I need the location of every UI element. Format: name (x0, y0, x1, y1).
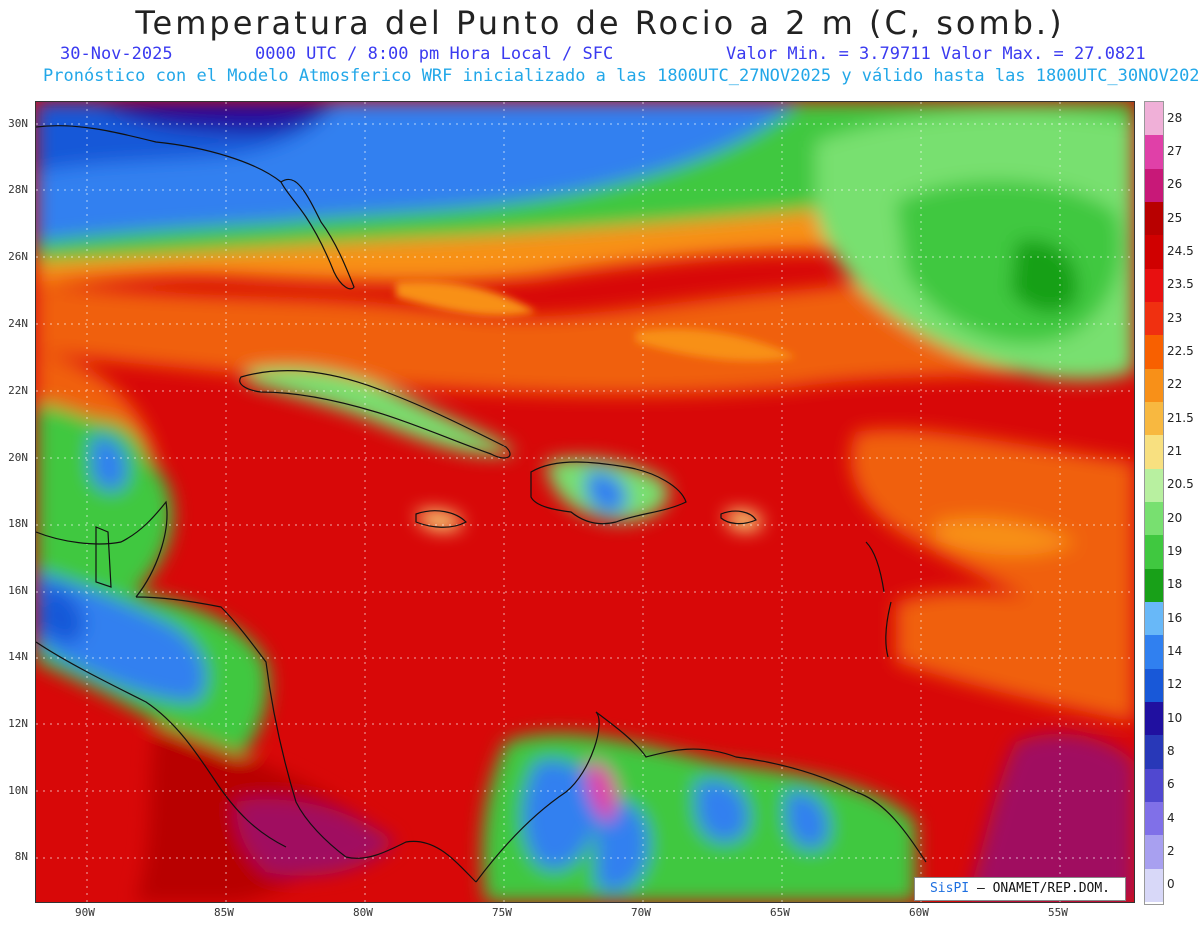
dewpoint-map (35, 101, 1135, 903)
colorbar-label: 23 (1167, 310, 1183, 325)
colorbar-swatch (1145, 235, 1163, 270)
time-info: 0000 UTC / 8:00 pm Hora Local / SFC (255, 44, 614, 64)
lon-label: 65W (770, 906, 790, 919)
lon-label: 90W (75, 906, 95, 919)
colorbar-swatch (1145, 168, 1163, 203)
colorbar-label: 20.5 (1167, 477, 1194, 492)
colorbar-swatch (1145, 402, 1163, 436)
colorbar-swatch (1145, 868, 1163, 903)
min-max-values: Valor Min. = 3.79711 Valor Max. = 27.082… (726, 44, 1146, 64)
colorbar-label: 25 (1167, 210, 1183, 225)
lat-label: 26N (8, 250, 28, 263)
colorbar-swatch (1145, 835, 1163, 870)
colorbar (1144, 101, 1164, 905)
credit-box: SisPI – ONAMET/REP.DOM. (914, 877, 1126, 901)
credit-brand: SisPI (929, 881, 970, 896)
colorbar-label: 18 (1167, 577, 1183, 592)
lat-label: 30N (8, 117, 28, 130)
forecast-date: 30-Nov-2025 (60, 44, 173, 64)
colorbar-label: 0 (1167, 877, 1175, 892)
colorbar-swatch (1145, 502, 1163, 536)
colorbar-swatch (1145, 335, 1163, 370)
colorbar-label: 4 (1167, 810, 1175, 825)
forecast-info: Pronóstico con el Modelo Atmosferico WRF… (43, 66, 1200, 86)
colorbar-swatch (1145, 735, 1163, 770)
colorbar-swatch (1145, 102, 1163, 136)
colorbar-swatch (1145, 602, 1163, 636)
colorbar-swatch (1145, 668, 1163, 703)
lon-label: 70W (631, 906, 651, 919)
colorbar-swatch (1145, 368, 1163, 403)
colorbar-swatch (1145, 268, 1163, 303)
grid-lines (36, 102, 1134, 902)
colorbar-label: 12 (1167, 677, 1183, 692)
lat-label: 24N (8, 317, 28, 330)
colorbar-swatch (1145, 535, 1163, 570)
colorbar-swatch (1145, 202, 1163, 236)
lat-label: 10N (8, 784, 28, 797)
colorbar-swatch (1145, 435, 1163, 470)
lat-label: 12N (8, 717, 28, 730)
colorbar-label: 16 (1167, 610, 1183, 625)
map-field (36, 102, 1134, 902)
lon-label: 75W (492, 906, 512, 919)
colorbar-label: 28 (1167, 110, 1183, 125)
colorbar-label: 14 (1167, 644, 1183, 658)
colorbar-label: 20 (1167, 510, 1183, 525)
colorbar-label: 22.5 (1167, 344, 1194, 358)
lat-label: 16N (8, 584, 28, 597)
lat-label: 20N (8, 451, 28, 464)
colorbar-label: 8 (1167, 744, 1175, 758)
colorbar-swatch (1145, 702, 1163, 736)
colorbar-swatch (1145, 135, 1163, 170)
colorbar-label: 6 (1167, 777, 1175, 792)
coastlines (36, 125, 927, 883)
colorbar-label: 2 (1167, 844, 1175, 858)
colorbar-label: 21 (1167, 444, 1183, 458)
lon-label: 80W (353, 906, 373, 919)
lon-label: 60W (909, 906, 929, 919)
colorbar-label: 26 (1167, 177, 1183, 192)
credit-text: – ONAMET/REP.DOM. (976, 881, 1111, 896)
colorbar-label: 10 (1167, 710, 1183, 725)
colorbar-swatch (1145, 568, 1163, 603)
lon-label: 55W (1048, 906, 1068, 919)
lat-label: 14N (8, 650, 28, 663)
map-title: Temperatura del Punto de Rocio a 2 m (C,… (135, 4, 1065, 42)
lat-label: 18N (8, 517, 28, 530)
colorbar-label: 22 (1167, 377, 1183, 392)
lat-label: 8N (14, 850, 28, 863)
lat-label: 28N (8, 183, 28, 196)
colorbar-swatch (1145, 635, 1163, 670)
colorbar-label: 27 (1167, 144, 1183, 158)
colorbar-label: 24.5 (1167, 244, 1194, 258)
lon-label: 85W (214, 906, 234, 919)
colorbar-swatch (1145, 768, 1163, 803)
colorbar-swatch (1145, 468, 1163, 503)
colorbar-label: 21.5 (1167, 410, 1194, 425)
colorbar-swatch (1145, 802, 1163, 836)
lat-label: 22N (8, 384, 28, 397)
colorbar-label: 19 (1167, 544, 1183, 558)
colorbar-swatch (1145, 302, 1163, 336)
colorbar-label: 23.5 (1167, 277, 1194, 292)
